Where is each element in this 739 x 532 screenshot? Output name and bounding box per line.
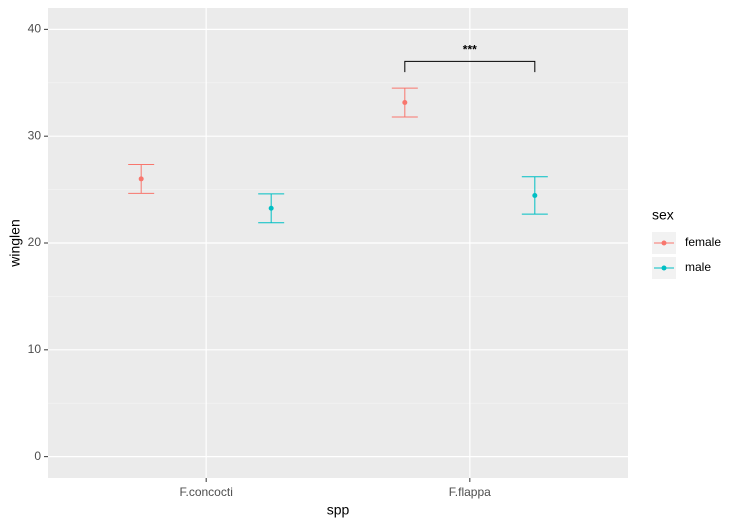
x-axis-title: spp: [327, 502, 350, 518]
significance-label: ***: [463, 43, 477, 57]
legend-point: [661, 265, 667, 271]
y-tick-label: 40: [28, 22, 42, 36]
legend-point: [661, 240, 667, 246]
y-tick-label: 0: [34, 449, 41, 463]
y-tick-label: 10: [28, 342, 42, 356]
legend-label: male: [685, 260, 711, 274]
y-tick-label: 30: [28, 128, 42, 142]
marks: ***: [128, 43, 548, 224]
legend-label: female: [685, 235, 721, 249]
significance-bracket: [404, 60, 536, 73]
point: [402, 100, 408, 106]
point: [138, 176, 144, 182]
point: [532, 192, 538, 198]
x-tick-label: F.flappa: [449, 485, 491, 499]
point: [268, 205, 274, 211]
legend-title: sex: [652, 207, 674, 223]
x-tick-label: F.concocti: [180, 485, 233, 499]
grid: [48, 8, 628, 478]
y-tick-label: 20: [28, 235, 42, 249]
y-axis-title: winglen: [7, 219, 23, 267]
